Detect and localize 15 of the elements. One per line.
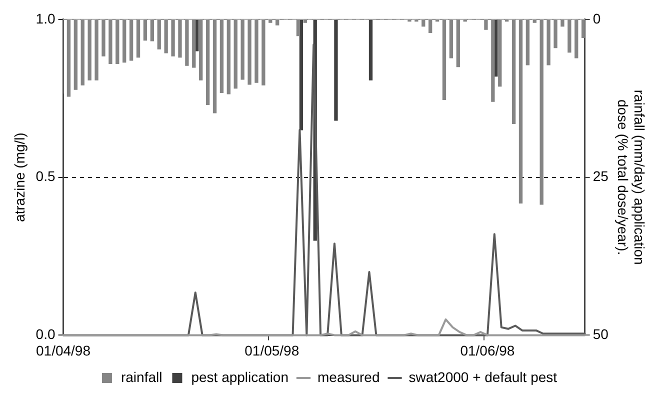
- legend-label: measured: [318, 368, 380, 385]
- x-tick-label: 01/06/98: [460, 342, 515, 358]
- y-tick-label: 0.5: [36, 168, 56, 184]
- x-tick-label: 01/05/98: [244, 342, 300, 358]
- y-axis-title: atrazine (mg/l): [11, 132, 28, 222]
- y2-tick-label: 0: [592, 10, 601, 26]
- y2-axis-title: rainfall (mm/day) application dose (% total dose/year).: [614, 90, 648, 265]
- legend-label: swat2000 + default pest: [408, 368, 558, 385]
- x-tick-label: 01/04/98: [36, 342, 91, 358]
- legend-label: pest application: [191, 368, 289, 385]
- y-tick-label: 1.0: [36, 10, 56, 26]
- legend-label: rainfall: [120, 368, 162, 385]
- y2-tick-label: 50: [592, 326, 609, 342]
- y2-tick-label: 25: [592, 168, 609, 184]
- y-tick-label: 0.0: [36, 326, 56, 342]
